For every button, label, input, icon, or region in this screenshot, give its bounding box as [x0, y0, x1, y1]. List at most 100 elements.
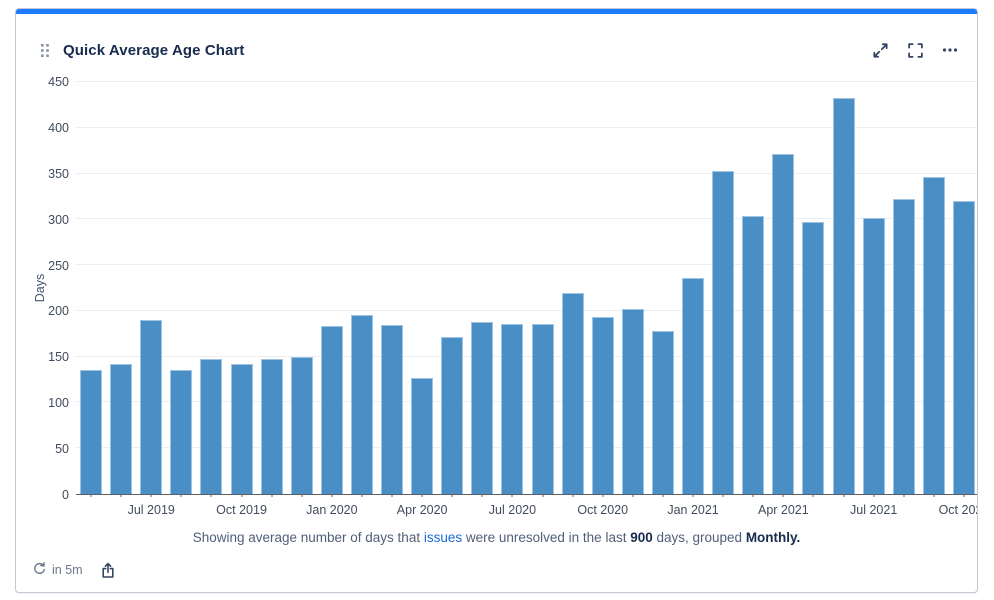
x-tick-mark	[662, 494, 664, 497]
x-tick-label: Jul 2019	[127, 503, 175, 517]
bar-aug-2021[interactable]	[892, 199, 915, 494]
y-tick-label: 450	[48, 75, 69, 89]
fullscreen-icon	[907, 42, 924, 59]
plot-area	[76, 81, 977, 497]
chart-caption: Showing average number of days that issu…	[16, 530, 977, 545]
bar-jan-2020[interactable]	[320, 325, 343, 494]
x-tick-mark	[873, 494, 875, 497]
bar-apr-2020[interactable]	[411, 377, 434, 494]
bar-mar-2021[interactable]	[742, 215, 765, 494]
bar-jan-2021[interactable]	[682, 277, 705, 494]
refresh-button[interactable]: in 5m	[29, 558, 86, 582]
x-tick-mark	[511, 494, 513, 497]
x-tick-mark	[331, 494, 333, 497]
fullscreen-button[interactable]	[904, 39, 926, 61]
x-tick-mark	[120, 494, 122, 497]
bar-apr-2021[interactable]	[772, 154, 795, 494]
bar-may-2021[interactable]	[802, 222, 825, 494]
bar-jun-2019[interactable]	[110, 364, 133, 494]
share-icon	[100, 562, 116, 579]
bar-aug-2020[interactable]	[531, 323, 554, 494]
refresh-row: in 5m	[29, 558, 119, 582]
bar-jul-2019[interactable]	[140, 320, 163, 494]
bar-may-2019[interactable]	[80, 369, 103, 494]
bar-feb-2020[interactable]	[350, 314, 373, 494]
caption-text-2: were unresolved in the last	[462, 530, 631, 545]
gridline	[76, 401, 977, 403]
bar-oct-2021[interactable]	[952, 201, 975, 494]
bar-feb-2021[interactable]	[712, 170, 735, 494]
gridline	[76, 81, 977, 82]
issues-link[interactable]: issues	[423, 530, 463, 545]
minimize-icon	[872, 42, 889, 59]
refresh-countdown-label: in 5m	[52, 563, 83, 577]
x-tick-label: Apr 2020	[396, 503, 448, 517]
x-tick-mark	[782, 494, 784, 497]
x-tick-label: Oct 2020	[577, 503, 629, 517]
x-tick-mark	[301, 494, 303, 497]
bar-jun-2020[interactable]	[471, 321, 494, 494]
x-tick-mark	[451, 494, 453, 497]
y-tick-label: 300	[48, 212, 69, 227]
bar-jun-2021[interactable]	[832, 98, 855, 494]
x-tick-mark	[903, 494, 905, 497]
x-tick-mark	[150, 494, 152, 497]
gridline	[76, 172, 977, 174]
bar-oct-2019[interactable]	[230, 364, 253, 494]
caption-text-1: Showing average number of days that	[192, 530, 424, 545]
x-tick-mark	[421, 494, 423, 497]
y-tick-label: 50	[55, 442, 69, 457]
bar-sep-2020[interactable]	[561, 292, 584, 494]
gridline	[76, 309, 977, 311]
gridline	[76, 264, 977, 266]
x-tick-mark	[241, 494, 243, 497]
share-button[interactable]	[97, 559, 119, 581]
x-tick-label: Jul 2020	[488, 503, 537, 517]
x-tick-mark	[602, 494, 604, 497]
more-options-icon	[942, 42, 958, 58]
x-tick-label: Oct 2021	[938, 503, 977, 517]
bar-sep-2021[interactable]	[922, 177, 945, 494]
x-tick-mark	[692, 494, 694, 497]
x-tick-mark	[722, 494, 724, 497]
x-tick-mark	[361, 494, 363, 497]
more-options-button[interactable]	[939, 39, 961, 61]
caption-group-value: Monthly.	[745, 530, 801, 545]
x-tick-label: Jan 2020	[306, 503, 358, 517]
x-tick-mark	[180, 494, 182, 497]
y-tick-label: 200	[48, 304, 69, 319]
bar-aug-2019[interactable]	[170, 369, 193, 494]
x-tick-label: Apr 2021	[757, 503, 809, 517]
header-actions	[869, 39, 961, 61]
drag-handle-icon[interactable]	[40, 43, 50, 58]
bar-oct-2020[interactable]	[591, 317, 614, 494]
bar-sep-2019[interactable]	[200, 359, 223, 494]
bar-mar-2020[interactable]	[381, 324, 404, 494]
x-tick-mark	[90, 494, 92, 497]
bar-nov-2019[interactable]	[260, 358, 283, 494]
y-tick-label: 250	[48, 258, 69, 273]
bar-dec-2019[interactable]	[290, 356, 313, 494]
x-tick-label: Oct 2019	[216, 503, 267, 517]
bar-jul-2021[interactable]	[862, 217, 885, 494]
y-tick-label: 350	[48, 166, 69, 181]
x-tick-mark	[271, 494, 273, 497]
refresh-icon	[32, 561, 47, 579]
x-axis-labels: Jul 2019 Oct 2019 Jan 2020 Apr 2020 Jul 2020…	[76, 503, 977, 521]
y-axis-labels: 0 50 100 150 200 250 300 350 400 450	[24, 75, 69, 502]
y-tick-label: 0	[62, 488, 69, 502]
gridline	[76, 355, 977, 357]
caption-text-3: days, grouped	[652, 530, 746, 545]
x-tick-mark	[210, 494, 212, 497]
x-tick-mark	[843, 494, 845, 497]
minimize-button[interactable]	[869, 39, 891, 61]
bar-dec-2020[interactable]	[651, 331, 674, 494]
card-accent-strip	[16, 9, 977, 14]
x-tick-label: Jan 2021	[667, 503, 719, 517]
gridline	[76, 126, 977, 128]
bar-may-2020[interactable]	[441, 336, 464, 494]
x-tick-mark	[752, 494, 754, 497]
bar-jul-2020[interactable]	[501, 323, 524, 494]
bar-nov-2020[interactable]	[621, 309, 644, 494]
x-tick-label: Jul 2021	[850, 503, 898, 517]
